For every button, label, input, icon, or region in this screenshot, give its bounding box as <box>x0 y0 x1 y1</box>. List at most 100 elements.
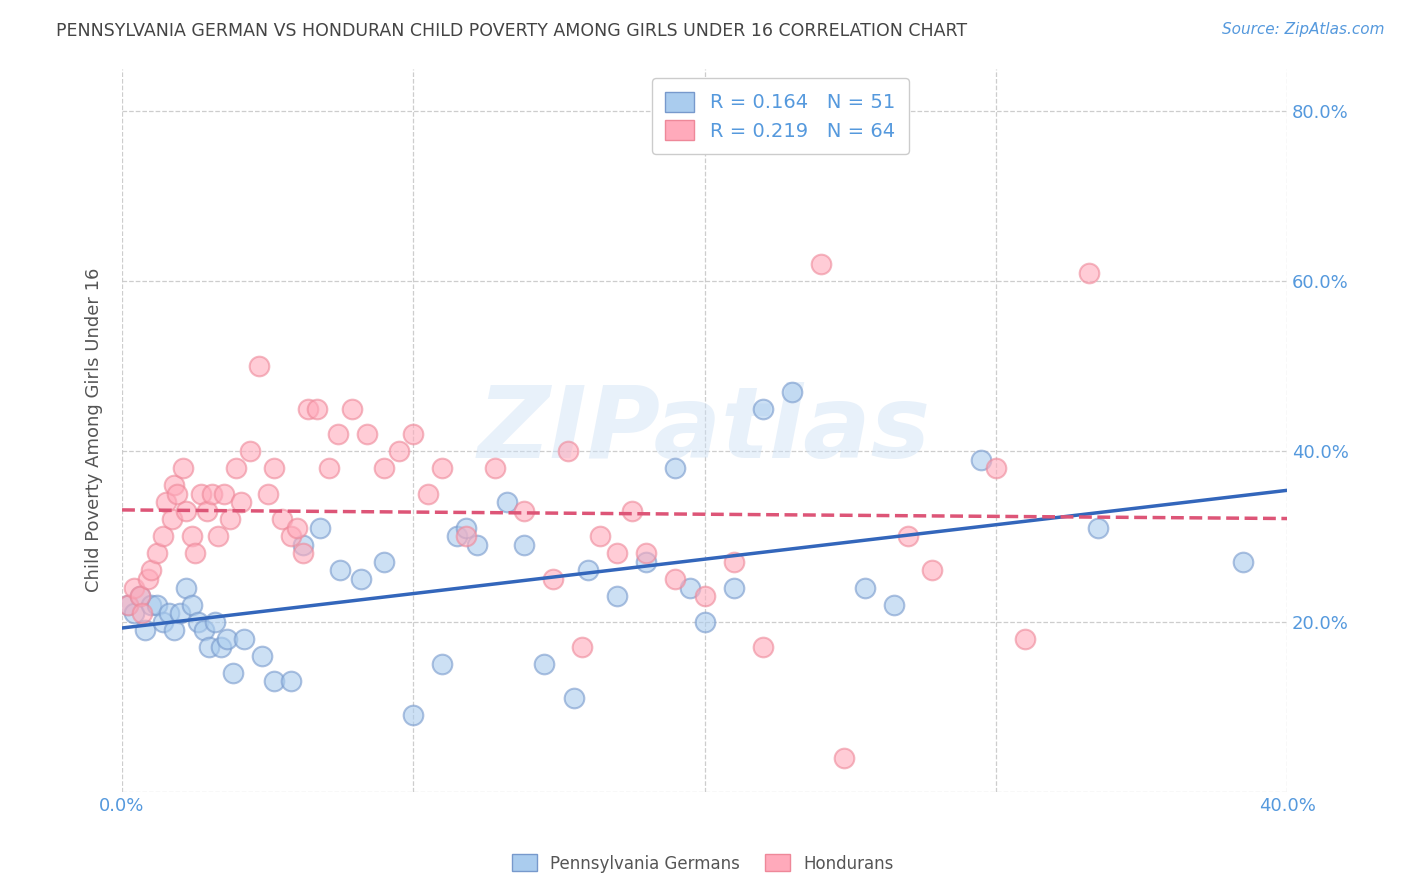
Point <box>263 674 285 689</box>
Point <box>513 504 536 518</box>
Point <box>693 589 716 603</box>
Point <box>256 487 278 501</box>
Point <box>222 665 245 680</box>
Point <box>134 623 156 637</box>
Point <box>897 529 920 543</box>
Point <box>533 657 555 671</box>
Point <box>636 546 658 560</box>
Point <box>166 487 188 501</box>
Point <box>883 598 905 612</box>
Point <box>373 461 395 475</box>
Point <box>810 257 832 271</box>
Point <box>136 572 159 586</box>
Point <box>636 555 658 569</box>
Point <box>620 504 643 518</box>
Point <box>780 384 803 399</box>
Point <box>218 512 240 526</box>
Legend: Pennsylvania Germans, Hondurans: Pennsylvania Germans, Hondurans <box>505 847 901 880</box>
Point <box>495 495 517 509</box>
Point <box>297 401 319 416</box>
Point <box>160 512 183 526</box>
Point <box>970 453 993 467</box>
Point <box>432 657 454 671</box>
Point <box>752 640 775 654</box>
Point <box>326 427 349 442</box>
Legend: R = 0.164   N = 51, R = 0.219   N = 64: R = 0.164 N = 51, R = 0.219 N = 64 <box>652 78 908 154</box>
Point <box>163 478 186 492</box>
Text: Source: ZipAtlas.com: Source: ZipAtlas.com <box>1222 22 1385 37</box>
Point <box>190 487 212 501</box>
Point <box>215 632 238 646</box>
Point <box>117 598 139 612</box>
Text: ZIPatlas: ZIPatlas <box>478 382 931 479</box>
Point <box>664 461 686 475</box>
Point <box>340 401 363 416</box>
Point <box>174 581 197 595</box>
Point <box>318 461 340 475</box>
Point <box>291 546 314 560</box>
Point <box>1014 632 1036 646</box>
Point <box>207 529 229 543</box>
Point <box>209 640 232 654</box>
Point <box>373 555 395 569</box>
Point <box>589 529 612 543</box>
Point <box>1078 266 1101 280</box>
Point <box>513 538 536 552</box>
Point <box>853 581 876 595</box>
Point <box>122 606 145 620</box>
Point <box>195 504 218 518</box>
Point <box>122 581 145 595</box>
Point <box>402 708 425 723</box>
Point <box>329 564 352 578</box>
Point <box>155 495 177 509</box>
Point <box>446 529 468 543</box>
Point <box>1232 555 1254 569</box>
Point <box>184 546 207 560</box>
Point <box>239 444 262 458</box>
Point <box>163 623 186 637</box>
Point <box>350 572 373 586</box>
Point <box>402 427 425 442</box>
Point <box>193 623 215 637</box>
Point <box>181 529 204 543</box>
Point <box>141 564 163 578</box>
Point <box>606 546 628 560</box>
Point <box>557 444 579 458</box>
Point <box>307 401 329 416</box>
Point <box>432 461 454 475</box>
Point <box>233 632 256 646</box>
Point <box>141 598 163 612</box>
Point <box>181 598 204 612</box>
Point <box>571 640 593 654</box>
Point <box>752 401 775 416</box>
Point <box>187 615 209 629</box>
Point <box>541 572 564 586</box>
Point <box>285 521 308 535</box>
Point <box>484 461 506 475</box>
Point <box>606 589 628 603</box>
Point <box>416 487 439 501</box>
Point <box>984 461 1007 475</box>
Text: PENNSYLVANIA GERMAN VS HONDURAN CHILD POVERTY AMONG GIRLS UNDER 16 CORRELATION C: PENNSYLVANIA GERMAN VS HONDURAN CHILD PO… <box>56 22 967 40</box>
Point <box>576 564 599 578</box>
Point <box>131 606 153 620</box>
Point <box>454 529 477 543</box>
Point <box>271 512 294 526</box>
Point <box>231 495 253 509</box>
Point <box>204 615 226 629</box>
Point <box>356 427 378 442</box>
Point <box>117 598 139 612</box>
Point <box>834 750 856 764</box>
Point <box>280 674 302 689</box>
Point <box>128 589 150 603</box>
Point <box>454 521 477 535</box>
Point <box>212 487 235 501</box>
Point <box>679 581 702 595</box>
Point <box>198 640 221 654</box>
Point <box>152 529 174 543</box>
Point <box>146 598 169 612</box>
Point <box>291 538 314 552</box>
Point <box>664 572 686 586</box>
Point <box>157 606 180 620</box>
Point <box>152 615 174 629</box>
